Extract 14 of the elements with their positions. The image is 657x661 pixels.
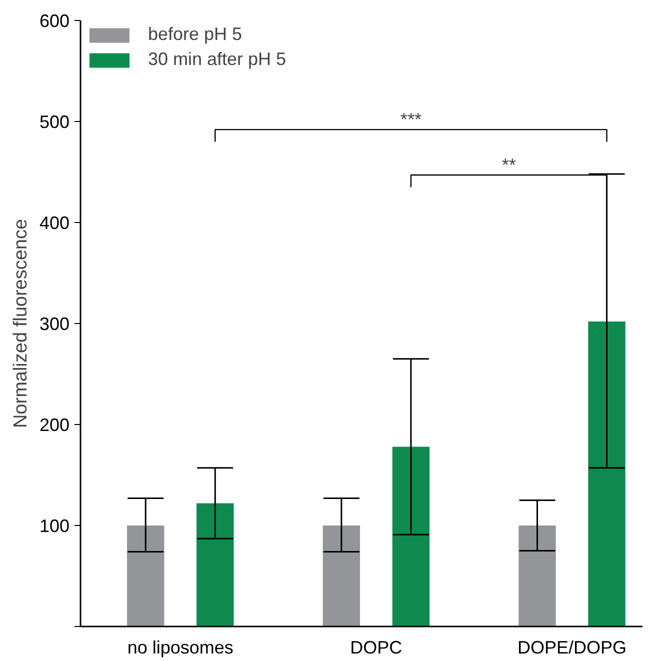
y-tick-label: 400 — [39, 213, 70, 233]
y-tick-label: 100 — [39, 516, 70, 536]
annotation: *** — [400, 110, 422, 130]
legend-label: 30 min after pH 5 — [148, 49, 286, 70]
annotation: ** — [502, 155, 516, 176]
y-tick-label: 300 — [39, 314, 70, 334]
x-tick-label: DOPE/DOPG — [517, 638, 627, 658]
x-tick-label: DOPC — [350, 638, 402, 658]
legend-label: before pH 5 — [148, 24, 242, 45]
y-axis-title: Normalized fluorescence — [10, 218, 32, 428]
y-tick-label: 500 — [39, 112, 70, 132]
y-tick-label: 200 — [39, 415, 70, 435]
x-tick-label: no liposomes — [127, 638, 234, 658]
y-tick-label: 600 — [39, 11, 70, 31]
